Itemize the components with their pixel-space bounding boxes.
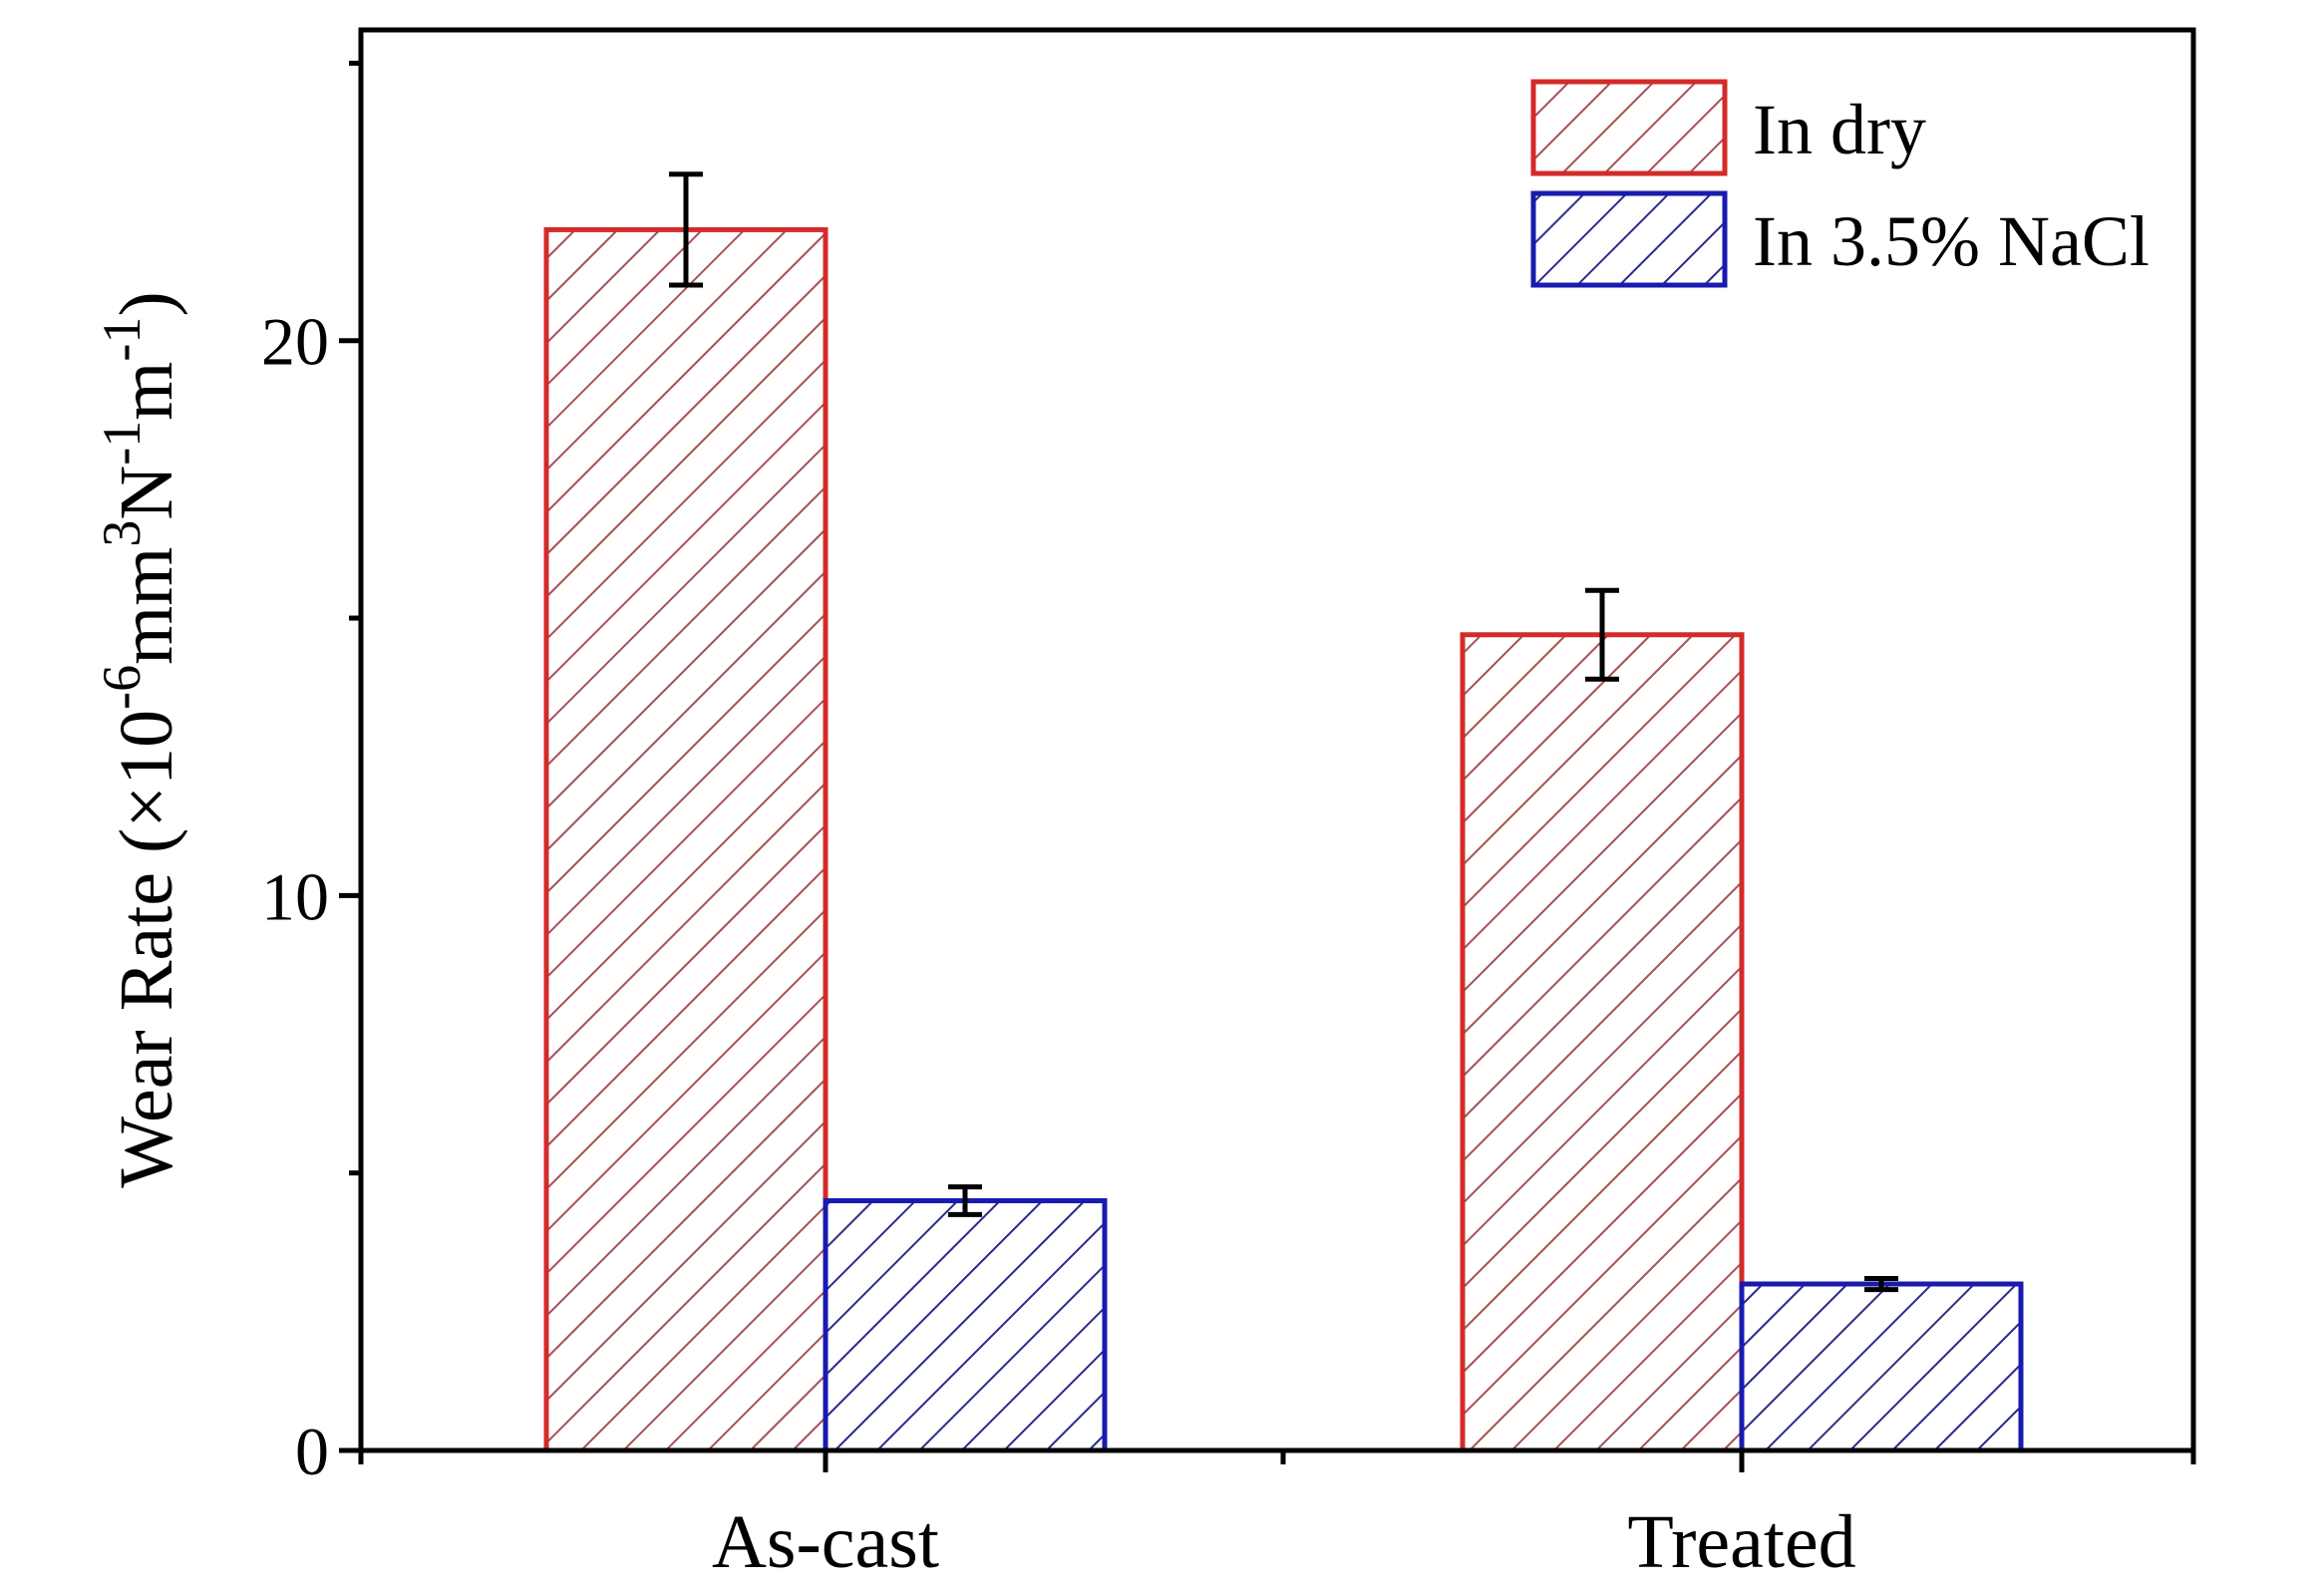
errorbars-layer [669,171,1898,1293]
bar-treated-series-1 [1460,632,1745,1453]
bars-layer [543,226,2024,1453]
y-label-text: Wear Rate (×10 [105,710,188,1188]
y-label-text: ) [105,291,188,316]
y-tick-label-0: 0 [295,1414,329,1489]
errorbar-treated-series-2 [1864,1275,1898,1293]
bar-as-cast-series-2 [823,1198,1108,1453]
errorbar-as-cast-series-1 [669,171,703,288]
y-label-text: N [105,466,188,520]
plot-frame [358,27,2196,1453]
bar-as-cast-series-1 [543,226,829,1453]
y-label-text: m [105,362,188,421]
axes [339,27,2196,1472]
y-label-superscript: -6 [92,665,152,710]
y-label-text: mm [105,547,188,665]
legend-item-1: In dry [1530,79,1926,176]
y-tick-label-10: 10 [261,858,329,934]
legend-item-2: In 3.5% NaCl [1530,190,2150,288]
legend-swatch [1530,79,1728,176]
y-label-superscript: 3 [92,520,152,547]
legend-label: In dry [1753,90,1926,169]
legend-label: In 3.5% NaCl [1753,201,2150,281]
legend-swatch [1530,190,1728,288]
bar-treated-series-2 [1739,1281,2024,1453]
errorbar-as-cast-series-2 [948,1184,982,1217]
y-axis-label: Wear Rate (×10-6mm3N-1m-1) [92,291,188,1187]
tick-labels: 0 10 20 As-cast Treated [261,304,1856,1584]
y-tick-label-20: 20 [261,304,329,380]
x-tick-label-treated: Treated [1627,1500,1855,1584]
x-tick-label-as-cast: As-cast [712,1500,939,1584]
y-label-superscript: -1 [92,317,152,362]
errorbar-treated-series-1 [1585,587,1619,682]
y-label-superscript: -1 [92,421,152,466]
legend: In dry In 3.5% NaCl [1530,79,2150,288]
